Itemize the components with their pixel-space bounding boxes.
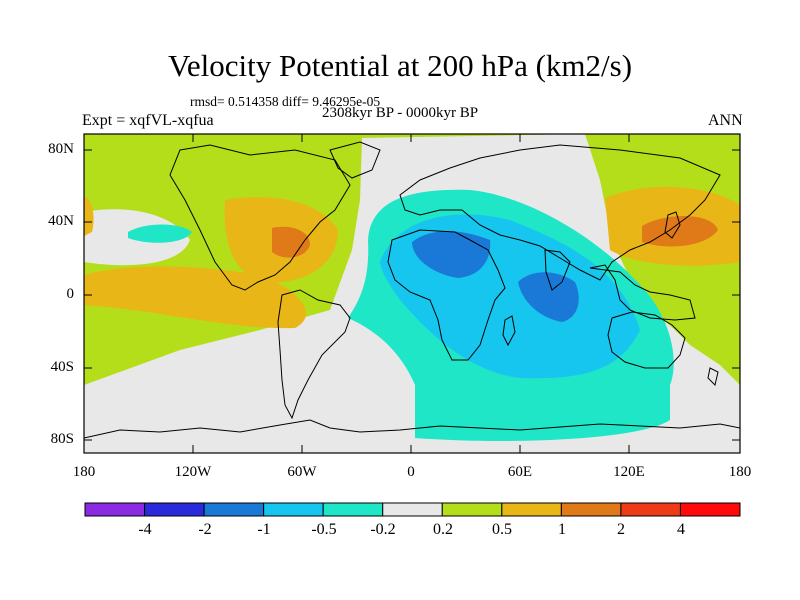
lat-label-40s: 40S [50,359,74,375]
fill-positive-central-pacific [84,266,307,329]
coastline-north-america [169,144,351,291]
fill-negative-indian-ocean [518,272,579,322]
period-label: 2308kyr BP - 0000kyr BP [322,105,479,121]
colorbar-box [144,502,205,517]
axis-ticks [83,134,741,453]
lat-label-40n: 40N [48,213,74,229]
coastline-africa [387,229,506,361]
colorbar-label: -4 [138,521,152,538]
lon-label-60w: 60W [287,464,317,480]
colorbar-box [322,502,384,517]
colorbar-box [382,502,443,517]
coastline-india [544,249,571,291]
colorbar-box [560,502,622,517]
experiment-label: Expt = xqfVL-xqfua [82,112,214,129]
coastline-new-zealand [707,367,719,386]
coastline-madagascar [502,315,516,347]
colorbar-label: -1 [257,521,271,538]
colorbar-box [441,502,503,517]
colorbar-box [501,502,562,517]
coastline-south-america [277,289,351,420]
colorbar-label: -0.2 [370,521,396,538]
colorbar-label: 0.2 [433,521,453,538]
coastlines [84,141,740,439]
lat-label-80n: 80N [48,141,74,157]
coastline-australia [607,311,686,369]
coastline-antarctica [84,419,740,439]
fill-strong-positive-west-pacific [642,215,718,247]
statistics-line: rmsd= 0.514358 diff= 9.46295e-05 [190,94,381,109]
lon-label-180w: 180 [72,464,96,480]
lon-label-180e: 180 [728,464,752,480]
colorbar-label: 4 [677,521,685,538]
map-title: Velocity Potential at 200 hPa (km2/s) [167,48,633,83]
lat-label-80s: 80S [50,431,74,447]
lon-label-60e: 60E [507,464,533,480]
coastline-southeast-asia [589,264,696,321]
colorbar-label: 1 [558,521,566,538]
colorbar-label: 2 [617,521,625,538]
colorbar-box [620,502,681,517]
fill-negative-north-africa [412,231,491,278]
colorbar-box [84,502,146,517]
contour-fills [84,134,740,453]
coastline-japan [664,211,681,239]
colorbar-box [263,502,324,517]
fill-positive-west-edge [84,196,94,236]
colorbar-label: 0.5 [492,521,512,538]
lon-label-0: 0 [407,464,415,480]
lat-label-eq: 0 [66,286,75,302]
colorbar-label: -0.5 [311,521,337,538]
colorbar-box [679,502,741,517]
lon-label-120e: 120E [613,464,645,480]
coastline-eurasia [399,144,721,281]
colorbar-label: -2 [198,521,212,538]
fill-strong-positive-north-america [272,226,310,258]
colorbar-box [203,502,265,517]
lon-label-120w: 120W [174,464,212,480]
fill-negative-eastern-pacific [128,224,192,243]
season-label: ANN [708,112,743,129]
map-frame [83,133,741,454]
coastline-greenland [329,141,381,179]
